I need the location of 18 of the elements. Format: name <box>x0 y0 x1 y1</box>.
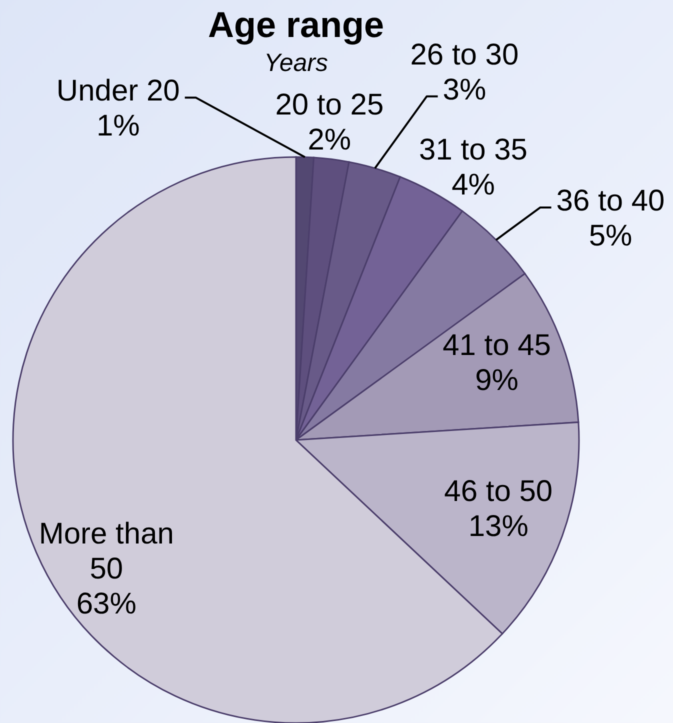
slice-label: 26 to 30 <box>410 38 519 72</box>
slice-label: 41 to 45 <box>442 329 552 362</box>
data-label: 2% <box>308 123 352 156</box>
data-label: 4% <box>452 168 495 202</box>
data-label: 1% <box>96 110 140 143</box>
chart-title: Age range <box>208 4 384 45</box>
slice-label: 36 to 40 <box>556 184 665 218</box>
data-label: 13% <box>468 510 528 543</box>
slice-label: Under 20 <box>56 74 180 108</box>
chart-subtitle: Years <box>264 49 328 77</box>
data-label: 5% <box>588 219 632 252</box>
slice-label: 31 to 35 <box>419 133 528 166</box>
data-label: 63% <box>76 588 136 621</box>
slice-label: 46 to 50 <box>444 474 553 508</box>
slice-label: More than 50 <box>38 518 174 586</box>
slice-label: 20 to 25 <box>275 88 384 122</box>
data-label: 9% <box>475 364 518 398</box>
data-label: 3% <box>442 73 486 106</box>
